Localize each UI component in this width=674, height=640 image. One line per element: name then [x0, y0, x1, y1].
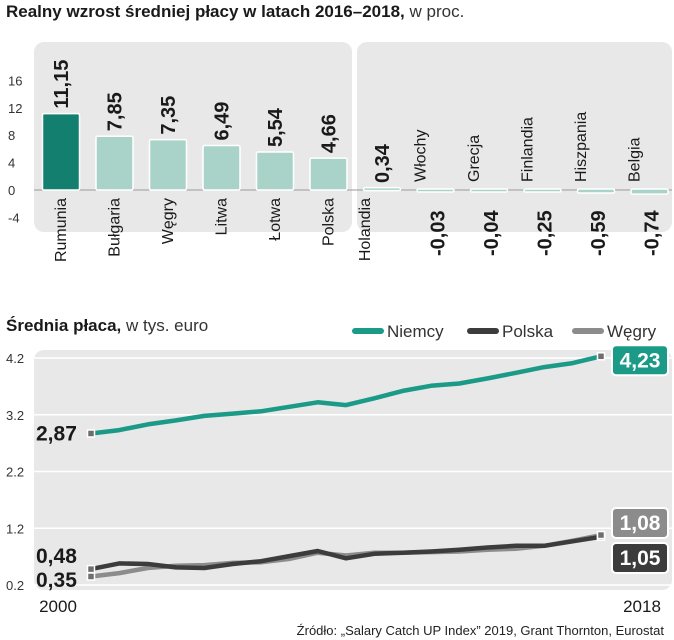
- bar-value-label: 4,66: [319, 114, 341, 153]
- bar: [576, 188, 616, 194]
- bar-value-label: -0,04: [481, 210, 503, 256]
- endpoint-marker: [86, 572, 96, 581]
- endpoint-marker: [596, 352, 606, 361]
- bar-value-label: 6,49: [212, 102, 234, 141]
- bar: [148, 138, 188, 191]
- bar: [309, 157, 348, 191]
- series-end-label-box: [611, 542, 669, 574]
- bar-value-label: -0,74: [642, 210, 664, 256]
- bar-value-label: -0,03: [428, 210, 450, 256]
- line-chart: 4.2 3.2 2.2 1.2 0.2 Niemcy Polska Węgry 2,87 0,48…: [6, 322, 672, 616]
- bar: [469, 188, 509, 193]
- x-axis-label-end: 2018: [623, 597, 661, 616]
- line-chart-subtitle: w tys. euro: [126, 316, 209, 335]
- bar-chart: 16 12 8 4 0 -4 11,15 Rumunia 7,85 Bułgaria 7,35 Węg…: [8, 38, 672, 262]
- bar-chart-title: Realny wzrost średniej płacy w latach 20…: [6, 2, 464, 22]
- bar-value-label: 5,54: [265, 107, 287, 147]
- line-chart-title-text: Średnia płaca,: [6, 316, 122, 335]
- bar-category-label: Holandia: [357, 198, 374, 261]
- endpoint-marker: [86, 564, 96, 574]
- series-end-label-box: [611, 507, 669, 539]
- bar-category-label: Rumunia: [53, 198, 70, 262]
- bar-y-tick-label: 8: [8, 128, 15, 143]
- x-axis-label-start: 2000: [39, 597, 77, 616]
- bar-category-label: Węgry: [160, 198, 177, 244]
- line-y-tick-label: 2.2: [6, 465, 24, 480]
- bar-y-tick-label: 16: [8, 73, 22, 88]
- legend-label: Polska: [502, 322, 554, 341]
- bar-category-label: Polska: [321, 198, 338, 246]
- line-y-tick-label: 1.2: [6, 521, 24, 536]
- bar-category-label: Belgia: [627, 137, 644, 182]
- bar-chart-title-text: Realny wzrost średniej płacy w latach 20…: [6, 2, 405, 21]
- bar: [95, 135, 134, 191]
- bar-category-label: Grecja: [466, 135, 483, 182]
- series-start-label: 2,87: [36, 422, 77, 445]
- bar: [523, 188, 562, 193]
- series-end-label: 4,23: [620, 349, 661, 372]
- bar-value-label: 11,15: [51, 60, 73, 109]
- bar-panel-left: [34, 42, 352, 232]
- bar-value-label: -0,59: [588, 210, 610, 256]
- bar-chart-subtitle: w proc.: [409, 2, 465, 21]
- source-note: Źródło: „Salary Catch UP Index” 2019, Gr…: [296, 623, 664, 638]
- bar-value-label: 7,35: [158, 96, 180, 135]
- line-chart-title: Średnia płaca, w tys. euro: [6, 316, 208, 336]
- bar-category-label: Finlandia: [520, 117, 537, 182]
- endpoint-marker: [86, 429, 96, 438]
- bar: [41, 112, 81, 191]
- bar-value-label: 0,34: [372, 143, 394, 183]
- line-y-tick-label: 0.2: [6, 578, 24, 593]
- bar-category-label: Włochy: [413, 130, 430, 182]
- bar-value-label: 7,85: [105, 92, 127, 131]
- bar-category-label: Bułgaria: [107, 198, 124, 257]
- series-end-label: 1,05: [620, 547, 661, 570]
- bar: [362, 186, 402, 192]
- bar-y-tick-label: -4: [8, 210, 20, 225]
- line-plot-area: [34, 350, 672, 590]
- legend-label: Węgry: [607, 322, 657, 341]
- bar: [416, 188, 455, 193]
- bar-category-label: Hiszpania: [573, 112, 590, 182]
- series-start-label: 0,35: [36, 569, 77, 592]
- endpoint-marker: [596, 530, 606, 540]
- bar-category-label: Litwa: [214, 198, 231, 235]
- series-end-label-box: [611, 344, 669, 377]
- bar-y-tick-label: 12: [8, 101, 22, 116]
- line-y-tick-label: 3.2: [6, 408, 24, 423]
- bar: [630, 188, 669, 195]
- series-line: [88, 354, 604, 436]
- bar-y-tick-label: 0: [8, 183, 15, 198]
- series-end-label: 1,08: [620, 512, 661, 535]
- bar-value-label: -0,25: [535, 210, 557, 256]
- series-start-label: 0,48: [36, 545, 77, 568]
- bar: [202, 144, 241, 191]
- bar: [255, 151, 295, 191]
- line-y-tick-label: 4.2: [6, 351, 24, 366]
- bar-category-label: Łotwa: [267, 198, 284, 241]
- bar-y-tick-label: 4: [8, 156, 15, 171]
- series-line: [88, 534, 604, 572]
- legend-label: Niemcy: [387, 322, 444, 341]
- bar-panel-right: [357, 42, 672, 232]
